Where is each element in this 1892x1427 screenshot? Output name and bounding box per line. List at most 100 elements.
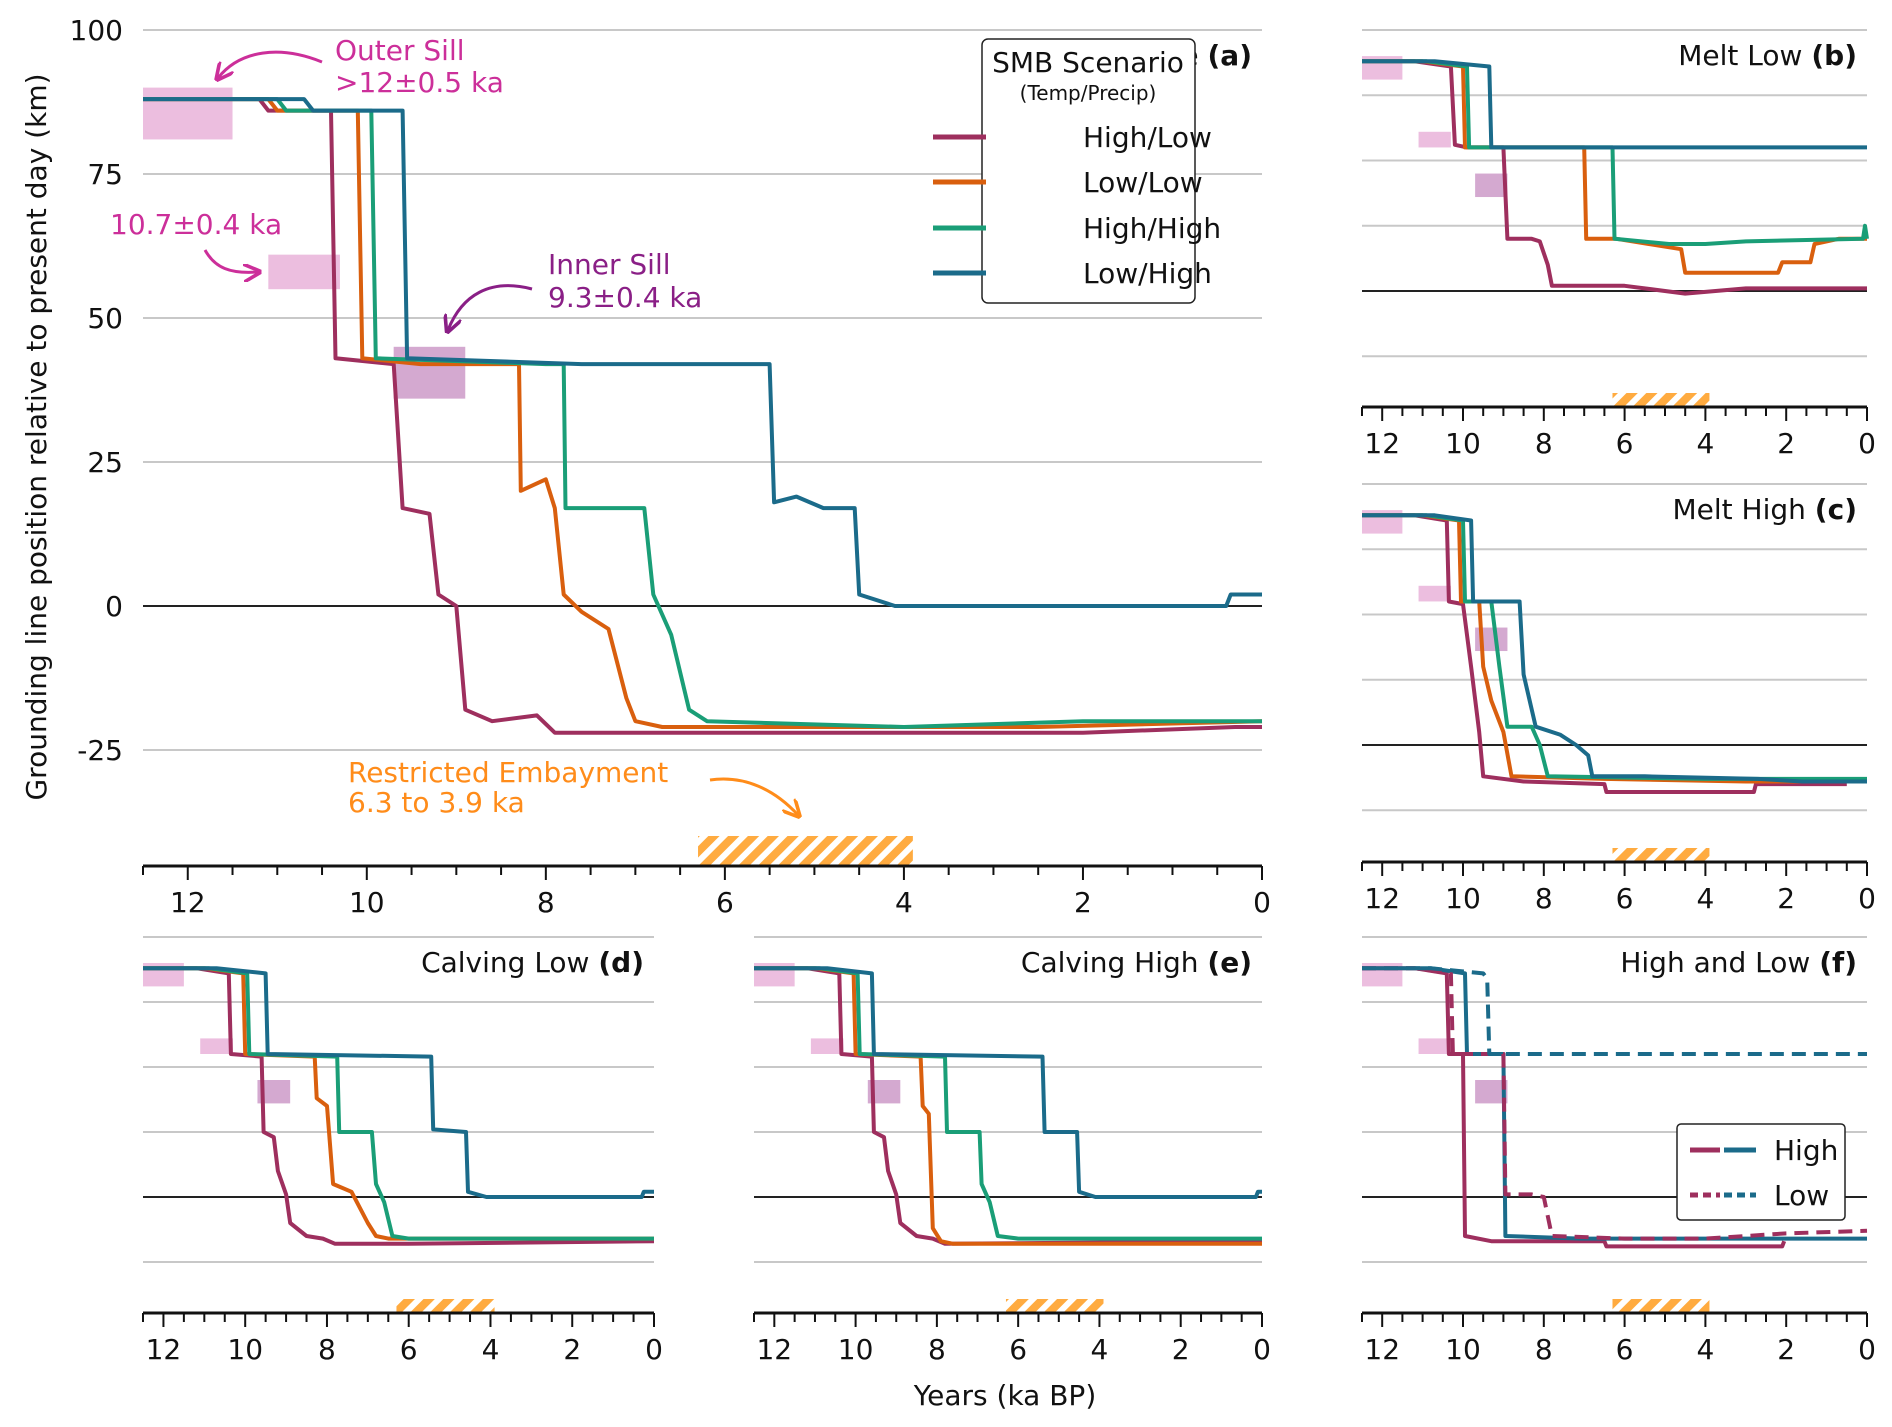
- panel-title: High and Low (f): [1620, 946, 1857, 979]
- series-low-high: [143, 97, 1262, 608]
- panel-calving-high: 12 10 8 6 4 2 0 Calving High (e): [753, 936, 1271, 1366]
- annotation-outer-sill-line1: Outer Sill: [335, 34, 465, 67]
- panel-title: Melt High (c): [1673, 493, 1858, 526]
- x-tick-label: 2: [1074, 886, 1092, 919]
- x-tick-label: 0: [1253, 886, 1271, 919]
- restricted-embayment-bar: [1612, 848, 1710, 862]
- restricted-embayment-bar: [396, 1299, 495, 1313]
- constraint-box-mid: [810, 1038, 844, 1054]
- x-tick-label: 6: [1616, 1333, 1634, 1366]
- x-tick-label: 8: [1535, 882, 1553, 915]
- restricted-embayment-bar: [1005, 1299, 1104, 1313]
- panel-title-name: Melt Low: [1678, 39, 1811, 72]
- x-tick-label: 6: [716, 886, 734, 919]
- series-high-low: [1362, 513, 1847, 794]
- legend-f-label-low: Low: [1774, 1179, 1829, 1212]
- x-tick-label: 12: [1364, 882, 1400, 915]
- x-tick-label: 2: [1777, 882, 1795, 915]
- annotation-embayment-arrow: [709, 777, 798, 815]
- x-tick-label: 10: [838, 1333, 874, 1366]
- x-tick-label: 0: [1858, 1333, 1876, 1366]
- legend-label-low-high: Low/High: [1083, 257, 1212, 290]
- legend-label-high-high: High/High: [1083, 212, 1221, 245]
- panel-title: Melt Low (b): [1678, 39, 1857, 72]
- constraint-box-mid: [1418, 585, 1451, 602]
- series-low-high: [1362, 513, 1867, 784]
- legend-entry-high-low: High/Low: [933, 121, 1212, 154]
- x-tick-label: 10: [1445, 427, 1481, 460]
- series-low-low: [1362, 59, 1867, 275]
- x-tick-label: 2: [1172, 1333, 1190, 1366]
- annotation-embayment-line2: 6.3 to 3.9 ka: [348, 786, 525, 819]
- y-tick-label: 50: [87, 302, 123, 335]
- panel-title-letter: (c): [1815, 493, 1857, 526]
- x-tick-label: 0: [1253, 1333, 1271, 1366]
- panel-melt-high: 12 10 8 6 4 2 0 Melt High (c): [1361, 483, 1876, 915]
- x-tick-label: 8: [1535, 427, 1553, 460]
- x-tick-label: 2: [1777, 1333, 1795, 1366]
- series-high-low-dashed: [1362, 966, 1868, 1241]
- restricted-embayment-bar: [1612, 393, 1710, 407]
- x-tick-label: 2: [1777, 427, 1795, 460]
- x-tick-label: 0: [1858, 882, 1876, 915]
- panel-title-letter: (d): [598, 946, 644, 979]
- x-tick-label: 10: [349, 886, 385, 919]
- annotation-mid-line1: 10.7±0.4 ka: [110, 208, 282, 241]
- annotation-inner-sill: Inner Sill 9.3±0.4 ka: [448, 248, 702, 330]
- annotation-mid-arrow: [203, 249, 258, 272]
- y-tick-label: 100: [70, 14, 123, 47]
- series-low-high: [754, 966, 1262, 1199]
- y-axis-label: Grounding line position relative to pres…: [20, 73, 53, 800]
- constraint-box-mid: [1418, 131, 1451, 148]
- legend-label-low-low: Low/Low: [1083, 166, 1203, 199]
- series-high-low: [754, 966, 1263, 1246]
- y-tick-label: 25: [87, 446, 123, 479]
- x-tick-label: 10: [1445, 1333, 1481, 1366]
- x-tick-label: 8: [318, 1333, 336, 1366]
- series-high-high: [1362, 513, 1867, 781]
- panel-title: Calving High (e): [1021, 946, 1252, 979]
- series-low-high: [1362, 59, 1867, 150]
- legend-label-high-low: High/Low: [1083, 121, 1212, 154]
- x-tick-label: 12: [146, 1333, 182, 1366]
- panel-title-letter: (b): [1811, 39, 1857, 72]
- annotation-outer-sill-line2: >12±0.5 ka: [335, 66, 504, 99]
- series-low-low: [754, 966, 1262, 1246]
- x-tick-label: 8: [1535, 1333, 1553, 1366]
- legend-smb-scenario: SMB Scenario (Temp/Precip) High/Low Low/…: [933, 38, 1221, 304]
- panel-melt-low: 12 10 8 6 4 2 0 Melt Low (b): [1361, 29, 1876, 460]
- x-tick-label: 10: [227, 1333, 263, 1366]
- panel-title-letter: (a): [1208, 39, 1253, 72]
- series-low-high: [143, 966, 654, 1199]
- annotation-outer-sill: Outer Sill >12±0.5 ka: [218, 34, 504, 99]
- series-high-low: [1362, 59, 1867, 296]
- legend-f-label-high: High: [1774, 1134, 1838, 1167]
- legend-entry-high-high: High/High: [933, 212, 1221, 245]
- annotation-embayment-line1: Restricted Embayment: [348, 756, 668, 789]
- x-axis-label: Years (ka BP): [913, 1379, 1097, 1412]
- x-tick-label: 12: [170, 886, 206, 919]
- panel-title-name: Calving Low: [421, 946, 598, 979]
- constraint-box-mid: [200, 1038, 233, 1054]
- constraint-box-inner-sill: [257, 1080, 291, 1104]
- annotation-embayment: Restricted Embayment 6.3 to 3.9 ka: [348, 756, 798, 819]
- panel-title-letter: (f): [1819, 946, 1857, 979]
- x-tick-label: 12: [756, 1333, 792, 1366]
- constraint-box-mid: [1418, 1038, 1451, 1054]
- x-tick-label: 12: [1364, 1333, 1400, 1366]
- x-tick-label: 4: [1091, 1333, 1109, 1366]
- x-tick-label: 4: [1696, 427, 1714, 460]
- annotation-mid-constraint: 10.7±0.4 ka: [110, 208, 282, 272]
- series-high-high: [1362, 59, 1869, 246]
- constraint-box-mid: [268, 254, 340, 290]
- annotation-inner-sill-line1: Inner Sill: [548, 248, 671, 281]
- panel-title-name: Melt High: [1673, 493, 1815, 526]
- panel-title-name: High and Low: [1620, 946, 1819, 979]
- x-tick-label: 0: [645, 1333, 663, 1366]
- legend-subtitle: (Temp/Precip): [1020, 81, 1157, 105]
- x-tick-label: 6: [400, 1333, 418, 1366]
- legend-title: SMB Scenario: [992, 46, 1184, 79]
- x-tick-label: 4: [1696, 1333, 1714, 1366]
- series-low-high-dashed: [1362, 966, 1867, 1056]
